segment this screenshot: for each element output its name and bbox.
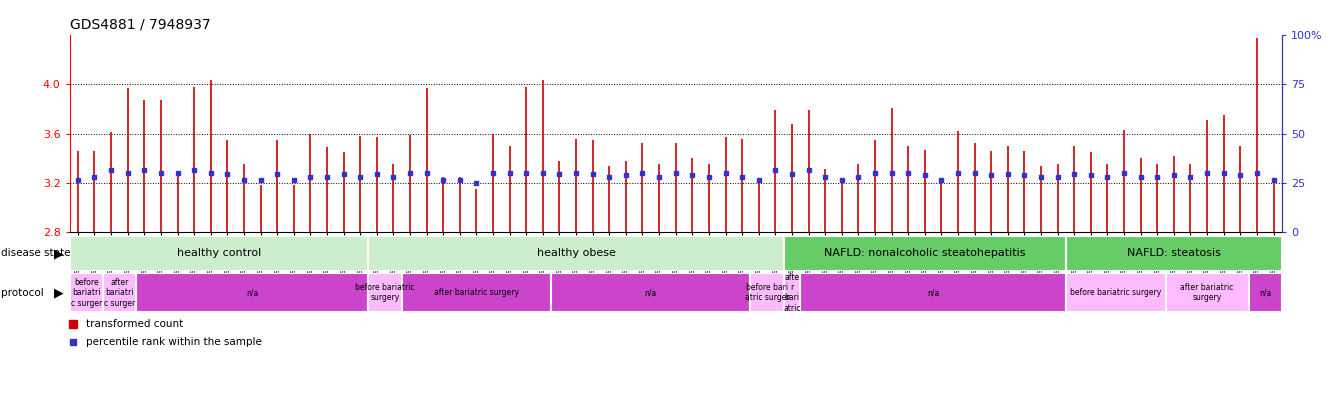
Bar: [70, 273, 103, 312]
Bar: [1066, 273, 1165, 312]
Text: disease state: disease state: [1, 248, 71, 259]
Text: ▶: ▶: [54, 286, 63, 299]
Text: n/a: n/a: [927, 288, 939, 297]
Text: n/a: n/a: [645, 288, 657, 297]
Text: healthy obese: healthy obese: [537, 248, 615, 259]
Text: after
bariatri
c surger: after bariatri c surger: [104, 278, 135, 308]
Text: after bariatric surgery: after bariatric surgery: [434, 288, 519, 297]
Bar: [103, 273, 136, 312]
Text: NAFLD: nonalcoholic steatohepatitis: NAFLD: nonalcoholic steatohepatitis: [824, 248, 1025, 259]
Bar: [136, 273, 368, 312]
Bar: [401, 273, 551, 312]
Bar: [70, 236, 368, 271]
Text: protocol: protocol: [1, 288, 44, 298]
Bar: [1066, 236, 1282, 271]
Bar: [1165, 273, 1248, 312]
Text: before bariatric
surgery: before bariatric surgery: [356, 283, 415, 303]
Text: after bariatric
surgery: after bariatric surgery: [1180, 283, 1234, 303]
Bar: [551, 273, 751, 312]
Text: before bari
atric surger: before bari atric surger: [745, 283, 789, 303]
Bar: [800, 273, 1066, 312]
Text: healthy control: healthy control: [177, 248, 261, 259]
Bar: [1248, 273, 1282, 312]
Bar: [751, 273, 784, 312]
Bar: [784, 273, 800, 312]
Text: before bariatric surgery: before bariatric surgery: [1070, 288, 1161, 297]
Text: n/a: n/a: [1259, 288, 1271, 297]
Bar: [784, 236, 1066, 271]
Text: transformed count: transformed count: [86, 319, 183, 329]
Text: percentile rank within the sample: percentile rank within the sample: [86, 336, 262, 347]
Bar: [368, 273, 401, 312]
Bar: [368, 236, 784, 271]
Text: before
bariatri
c surger: before bariatri c surger: [71, 278, 102, 308]
Text: ▶: ▶: [54, 247, 63, 260]
Text: n/a: n/a: [246, 288, 258, 297]
Text: NAFLD: steatosis: NAFLD: steatosis: [1127, 248, 1220, 259]
Text: GDS4881 / 7948937: GDS4881 / 7948937: [70, 18, 210, 32]
Text: afte
r
bari
atric: afte r bari atric: [783, 273, 800, 313]
